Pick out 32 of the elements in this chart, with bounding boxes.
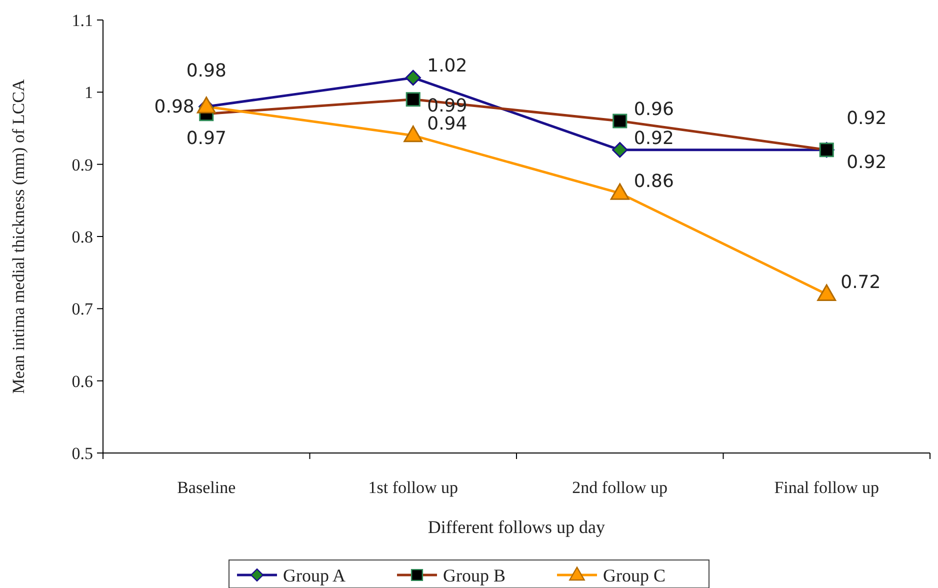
- data-label: 0.94: [427, 113, 468, 134]
- legend-label: Group C: [603, 565, 666, 586]
- data-label: 1.02: [427, 56, 468, 77]
- y-tick-label: 0.7: [72, 300, 94, 319]
- point: [404, 126, 423, 142]
- legend-label: Group A: [283, 565, 346, 586]
- data-label: 0.92: [846, 152, 887, 173]
- x-tick-label: Baseline: [177, 478, 236, 497]
- x-tick-label: 1st follow up: [368, 478, 458, 497]
- data-label: 0.98: [186, 60, 226, 82]
- x-axis-title: Different follows up day: [428, 517, 606, 537]
- data-label: 0.86: [634, 171, 674, 192]
- data-label: 0.92: [634, 128, 674, 149]
- data-label: 0.92: [846, 108, 887, 129]
- y-tick-label: 0.9: [72, 155, 93, 174]
- data-label: 0.97: [186, 128, 226, 149]
- y-tick-label: 0.6: [72, 372, 93, 391]
- y-axis-title: Mean intima medial thickness (mm) of LCCA: [9, 78, 28, 394]
- legend-label: Group B: [443, 565, 506, 586]
- y-tick-label: 0.8: [72, 227, 93, 246]
- y-tick-label: 1.1: [72, 10, 93, 30]
- point: [405, 70, 421, 86]
- point: [612, 142, 628, 158]
- data-label: 0.98: [154, 96, 194, 118]
- x-tick-label: Final follow up: [774, 478, 880, 497]
- y-tick-label: 0.5: [72, 444, 93, 463]
- point: [610, 183, 630, 200]
- point: [817, 284, 836, 301]
- y-tick-label: 1: [84, 83, 93, 102]
- x-tick-label: 2nd follow up: [572, 478, 668, 497]
- data-label: 0.72: [840, 272, 881, 294]
- data-label: 0.96: [634, 99, 674, 120]
